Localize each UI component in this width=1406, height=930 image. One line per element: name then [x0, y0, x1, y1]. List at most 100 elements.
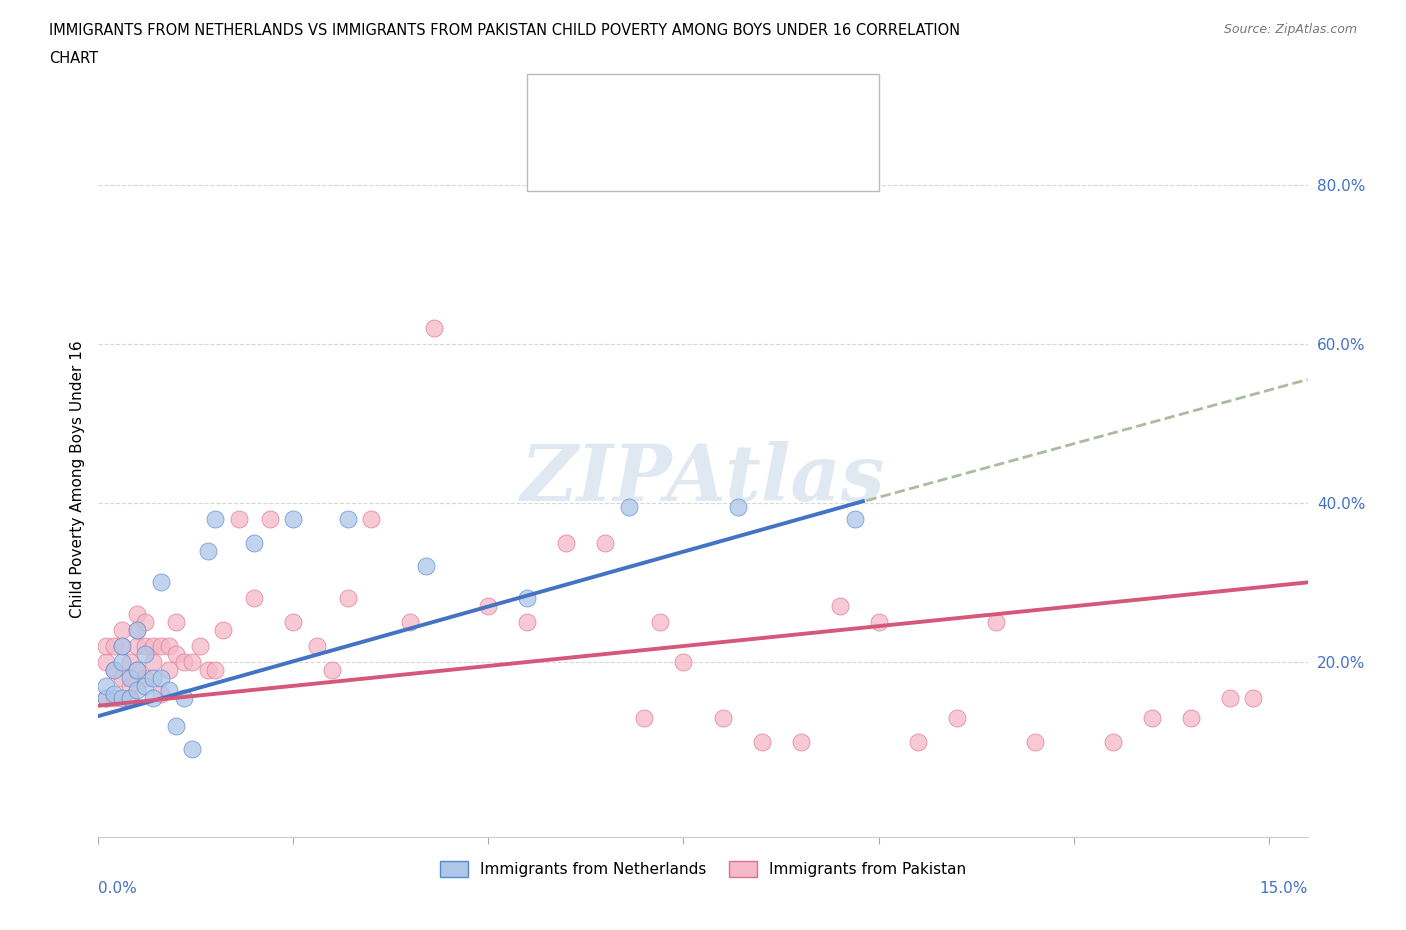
Point [111, 671, 134, 685]
Point [142, 655, 165, 670]
Legend: Immigrants from Netherlands, Immigrants from Pakistan: Immigrants from Netherlands, Immigrants … [434, 855, 972, 884]
Point [243, 535, 266, 550]
Point [111, 623, 134, 638]
Point [127, 623, 149, 638]
Point [111, 690, 134, 705]
Point [103, 662, 125, 677]
Point [149, 575, 172, 590]
Text: Source: ZipAtlas.com: Source: ZipAtlas.com [1223, 23, 1357, 36]
Point [305, 639, 328, 654]
Point [907, 734, 929, 749]
Point [188, 639, 211, 654]
Point [283, 615, 305, 630]
Point [181, 655, 204, 670]
Point [711, 711, 734, 725]
Point [1219, 690, 1241, 705]
Point [173, 690, 195, 705]
Point [1101, 734, 1123, 749]
Point [648, 615, 671, 630]
Point [96, 678, 118, 693]
Point [633, 711, 655, 725]
Point [134, 678, 156, 693]
Point [103, 690, 125, 705]
Point [118, 690, 141, 705]
Point [399, 615, 422, 630]
Point [516, 615, 538, 630]
Point [127, 683, 149, 698]
Point [127, 662, 149, 677]
Text: R =: R = [593, 146, 628, 164]
Text: 64: 64 [751, 146, 773, 164]
Point [157, 662, 180, 677]
Point [173, 655, 195, 670]
Point [228, 512, 250, 526]
Point [103, 639, 125, 654]
Point [516, 591, 538, 605]
Text: 15.0%: 15.0% [1260, 881, 1308, 896]
FancyBboxPatch shape [551, 98, 583, 124]
Point [127, 639, 149, 654]
Point [360, 512, 382, 526]
Point [111, 639, 134, 654]
Point [149, 686, 172, 701]
Point [789, 734, 811, 749]
Point [118, 655, 141, 670]
Point [415, 559, 437, 574]
Point [103, 686, 125, 701]
Point [149, 671, 172, 685]
Point [423, 320, 446, 335]
Text: ZIPAtlas: ZIPAtlas [520, 441, 886, 517]
Point [111, 639, 134, 654]
Point [204, 512, 226, 526]
Text: R =: R = [593, 101, 628, 119]
Point [595, 535, 617, 550]
Point [868, 615, 890, 630]
Point [945, 711, 967, 725]
Point [127, 662, 149, 677]
Point [165, 615, 187, 630]
Point [96, 690, 118, 705]
Point [617, 499, 640, 514]
Point [149, 639, 172, 654]
Point [103, 662, 125, 677]
Point [197, 662, 219, 677]
Point [1140, 711, 1163, 725]
Text: CHART: CHART [49, 51, 98, 66]
Text: IMMIGRANTS FROM NETHERLANDS VS IMMIGRANTS FROM PAKISTAN CHILD POVERTY AMONG BOYS: IMMIGRANTS FROM NETHERLANDS VS IMMIGRANT… [49, 23, 960, 38]
Point [243, 591, 266, 605]
Point [1241, 690, 1264, 705]
Point [1024, 734, 1046, 749]
Point [165, 718, 187, 733]
Point [111, 655, 134, 670]
Text: 32: 32 [751, 101, 773, 119]
FancyBboxPatch shape [551, 141, 583, 167]
Point [477, 599, 499, 614]
Point [672, 655, 695, 670]
Point [134, 646, 156, 661]
Point [727, 499, 749, 514]
Point [844, 512, 866, 526]
Point [212, 623, 235, 638]
Y-axis label: Child Poverty Among Boys Under 16: Child Poverty Among Boys Under 16 [69, 340, 84, 618]
Point [157, 639, 180, 654]
Point [181, 742, 204, 757]
Text: 0.479: 0.479 [627, 101, 681, 119]
Point [984, 615, 1007, 630]
Point [828, 599, 851, 614]
Point [96, 655, 118, 670]
Point [197, 543, 219, 558]
Point [165, 646, 187, 661]
Point [142, 639, 165, 654]
Point [134, 615, 156, 630]
Point [204, 662, 226, 677]
Point [751, 734, 773, 749]
Point [157, 683, 180, 698]
Point [134, 639, 156, 654]
Text: 0.0%: 0.0% [98, 881, 138, 896]
Point [142, 690, 165, 705]
Point [118, 690, 141, 705]
Point [96, 639, 118, 654]
Point [127, 606, 149, 621]
Point [321, 662, 343, 677]
Point [1180, 711, 1202, 725]
